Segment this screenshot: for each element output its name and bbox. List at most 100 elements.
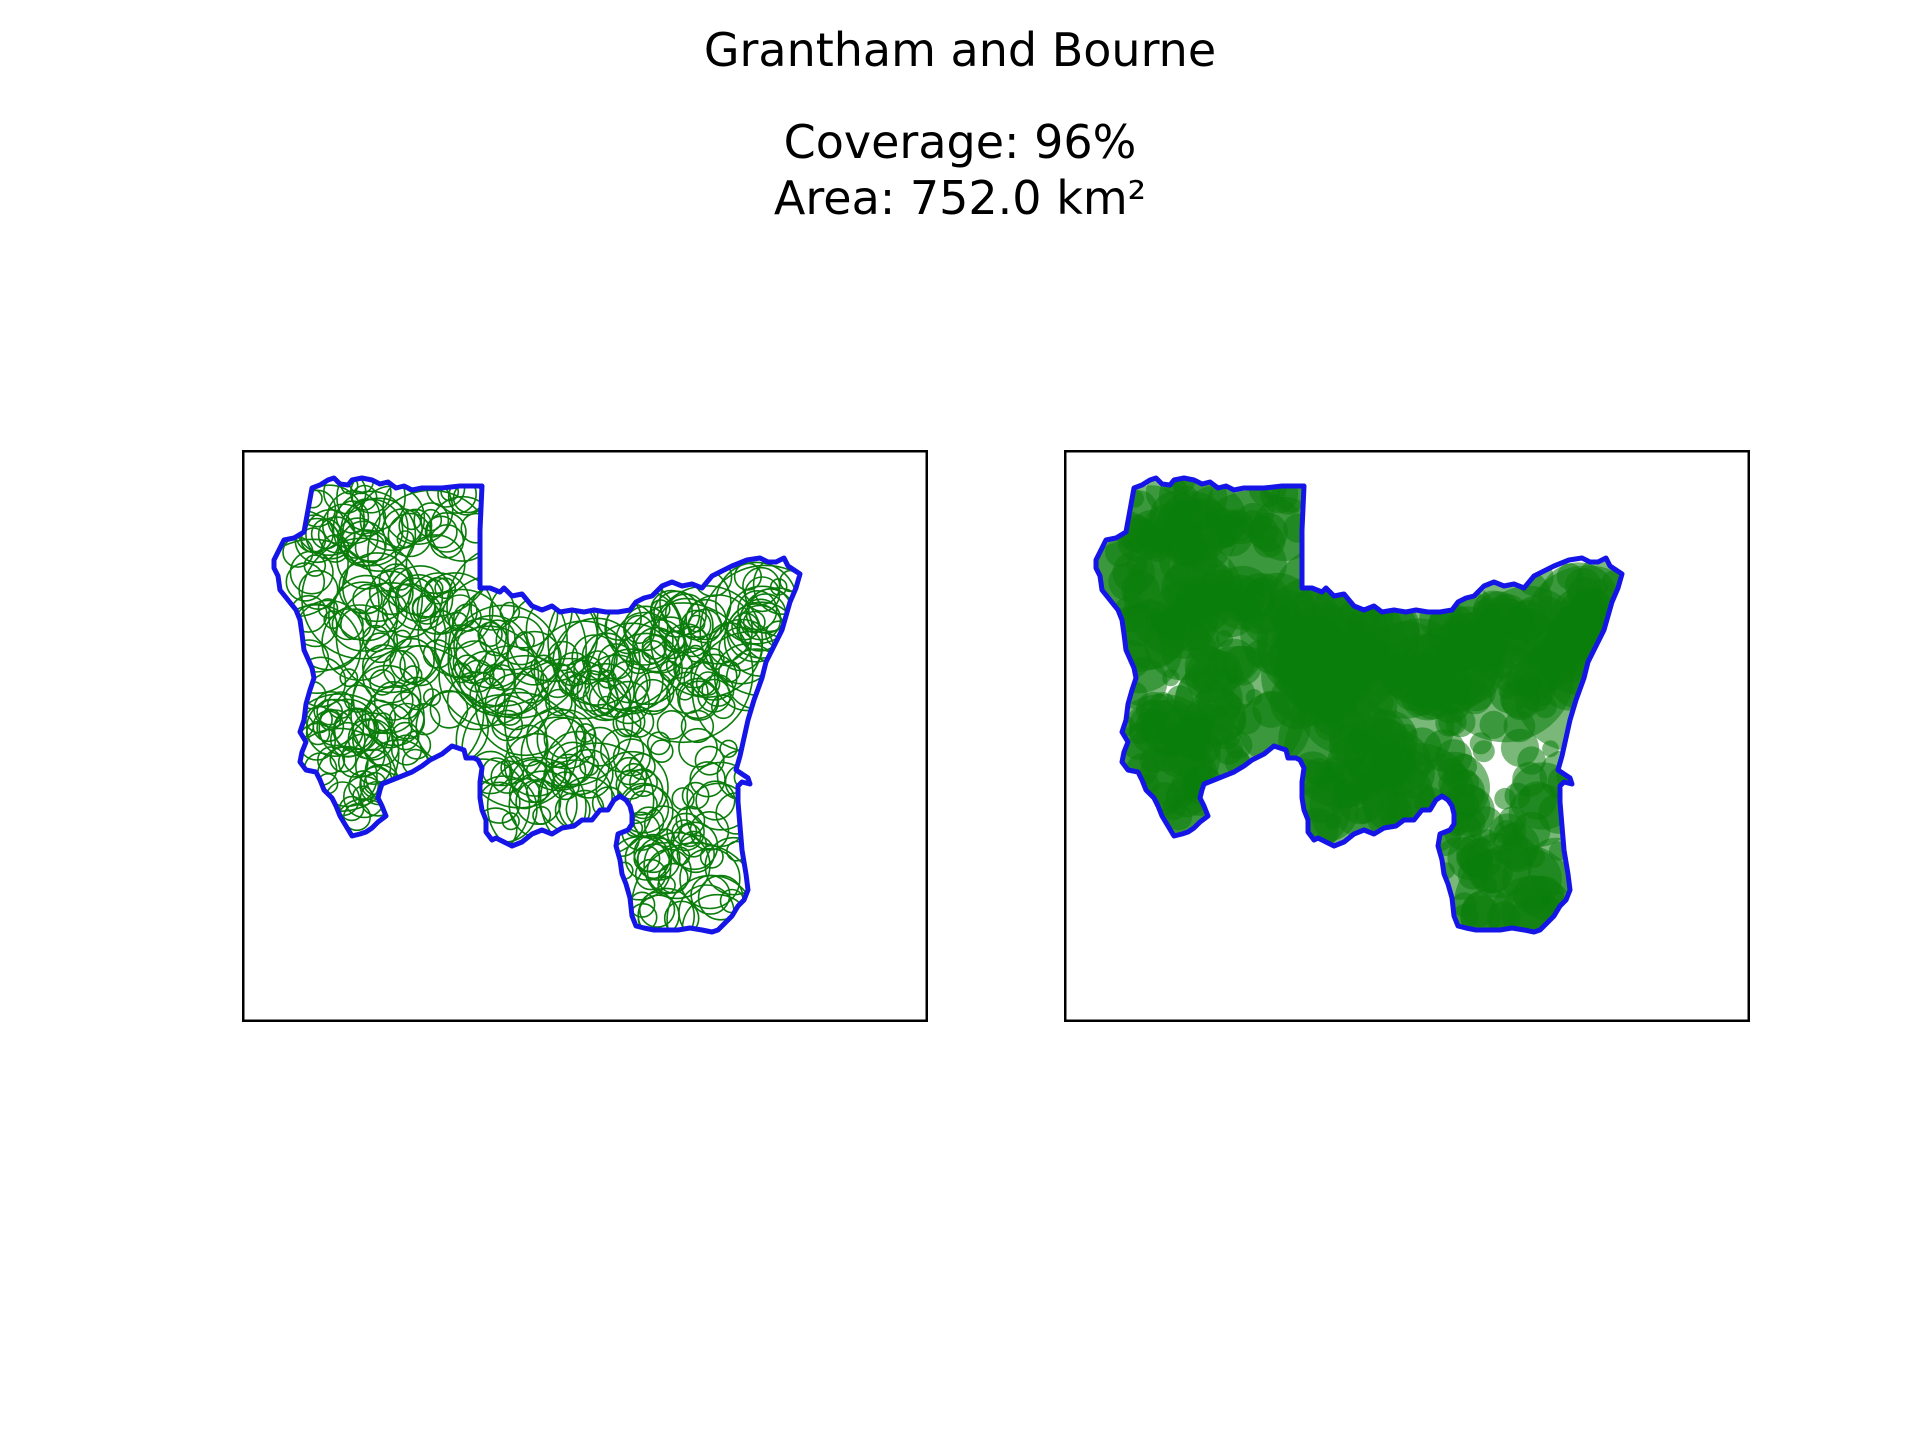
coverage-circle-filled [1542, 740, 1559, 758]
coverage-circle [545, 688, 573, 717]
coverage-circle [423, 688, 442, 707]
coverage-circle [425, 512, 467, 553]
coverage-circle [681, 781, 710, 810]
circle-outlines-panel [242, 450, 928, 1022]
coverage-circle [695, 780, 736, 821]
coverage-circle [614, 756, 644, 786]
coverage-circle [649, 589, 694, 633]
region-boundary [271, 475, 803, 935]
coverage-circle [558, 671, 584, 697]
coverage-circle [331, 608, 364, 641]
coverage-circle [398, 508, 433, 543]
coverage-circle [510, 758, 555, 804]
coverage-circle [503, 732, 568, 797]
coverage-circle [628, 752, 656, 781]
coverage-circle [289, 550, 334, 595]
coverage-circle [633, 626, 680, 673]
coverage-circle [649, 616, 693, 660]
coverage-circle [301, 537, 424, 660]
coverage-circle [316, 746, 346, 775]
coverage-circle [321, 604, 399, 681]
coverage-circle-filled [1549, 604, 1607, 662]
coverage-circle [373, 680, 414, 721]
coverage-circle [564, 673, 591, 700]
coverage-circle [646, 731, 671, 756]
coverage-circle [615, 611, 674, 671]
coverage-circle [294, 517, 340, 564]
coverage-circle [666, 812, 705, 852]
coverage-circle [391, 721, 420, 751]
coverage-circle [689, 810, 730, 851]
coverage-circle [690, 653, 738, 701]
coverage-circle-filled [1469, 732, 1492, 755]
axes-frame [242, 450, 928, 1022]
coverage-circle [637, 887, 696, 932]
coverage-circle [364, 589, 408, 633]
coverage-circle [378, 563, 414, 599]
coverage-circle [532, 805, 552, 825]
coverage-circle [624, 614, 654, 644]
coverage-circle [664, 593, 708, 636]
coverage-circle [352, 712, 392, 752]
coverage-circle [573, 655, 603, 685]
coverage-circle [656, 709, 687, 740]
axes-frame [1064, 450, 1750, 1022]
coverage-circle-filled [1139, 746, 1199, 807]
coverage-circle [348, 770, 380, 802]
coverage-circle [364, 686, 425, 747]
coverage-circle [571, 634, 618, 681]
coverage-circle [563, 748, 614, 799]
coverage-circle-filled [1238, 691, 1311, 764]
coverage-circle [718, 660, 741, 683]
coverage-circle [316, 698, 344, 726]
coverage-circle [678, 680, 720, 721]
figure-subtitle: Coverage: 96% Area: 752.0 km² [0, 114, 1920, 226]
coverage-circle-filled [1212, 638, 1257, 683]
coverage-circle [671, 787, 695, 811]
coverage-circle [389, 637, 435, 684]
coverage-circle [392, 691, 421, 720]
coverage-circle [682, 594, 754, 665]
coverage-circle [367, 703, 413, 749]
coverage-circle [584, 654, 649, 718]
coverage-circle [434, 577, 457, 600]
coverage-circle [543, 717, 586, 759]
coverage-circle [641, 640, 666, 665]
coverage-circle [306, 698, 365, 757]
coverage-circle-filled [1329, 631, 1383, 685]
coverage-circle-filled [1112, 551, 1155, 594]
coverage-circle [679, 847, 741, 910]
coverage-circle-filled [1355, 806, 1373, 825]
figure-title: Grantham and Bourne [703, 23, 1217, 77]
coverage-circle [514, 631, 535, 652]
coverage-circle [719, 739, 738, 758]
coverage-circle [731, 612, 760, 641]
coverage-circle [339, 668, 359, 688]
coverage-circle-filled [1471, 617, 1514, 659]
coverage-circle-filled [1592, 578, 1609, 595]
coverage-circle [612, 738, 651, 777]
coverage-circle [610, 632, 683, 705]
coverage-circle [416, 572, 494, 650]
coverage-circle-filled [1301, 620, 1337, 656]
coverage-circle [330, 721, 366, 758]
coverage-circle [454, 654, 481, 682]
coverage-circle-filled [1239, 572, 1315, 649]
coverage-circle-filled [1221, 509, 1254, 542]
area-text: Area: 752.0 km² [773, 171, 1147, 225]
coverage-circle [354, 748, 392, 785]
coverage-circle-filled [1215, 630, 1233, 648]
coverage-circle [368, 570, 414, 616]
coverage-circle [686, 644, 705, 663]
coverage-circle [417, 588, 508, 679]
coverage-circle [506, 724, 549, 767]
coverage-circle-filled [1498, 682, 1516, 700]
coverage-circle-filled [1326, 658, 1455, 787]
coverage-circle-filled [1512, 811, 1551, 850]
coverage-circle [429, 689, 469, 729]
coverage-circle-filled [1128, 721, 1152, 745]
coverage-circle [303, 554, 327, 577]
coverage-circle [333, 574, 400, 642]
coverage-circle [580, 726, 621, 767]
coverage-circle [400, 676, 434, 711]
